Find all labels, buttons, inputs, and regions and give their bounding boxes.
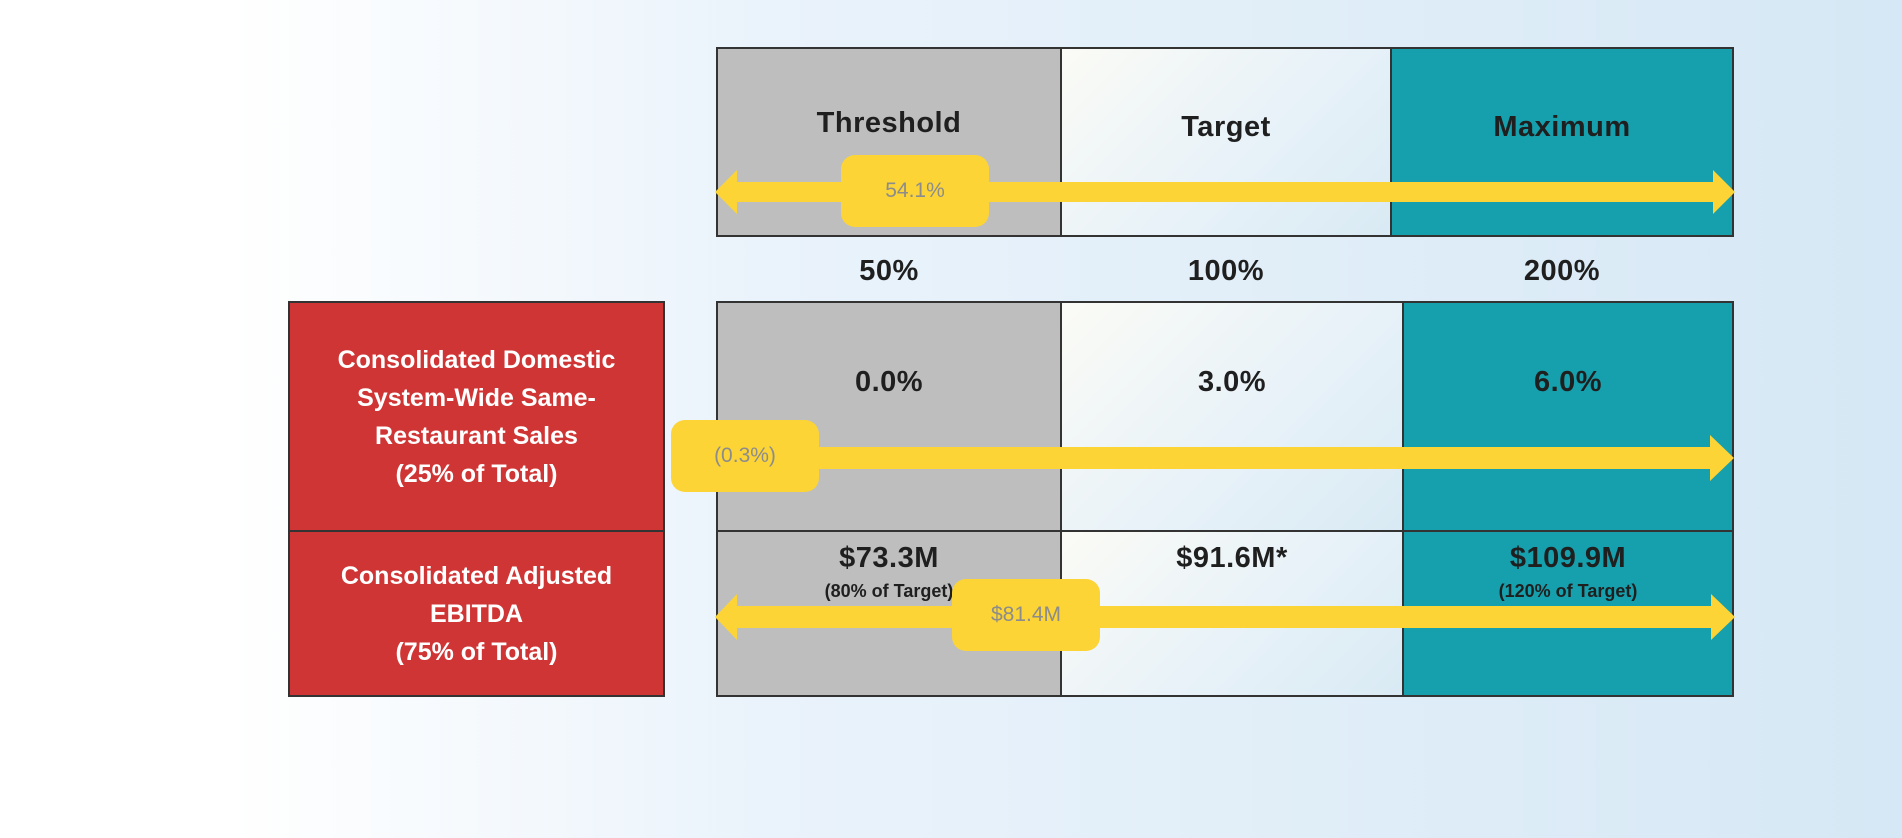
ebitda-threshold-value: $73.3M: [839, 542, 939, 574]
sales-scale-arrow: [720, 435, 1734, 481]
sales-target-value: 3.0%: [1197, 366, 1267, 398]
sales-threshold-value: 0.0%: [854, 366, 924, 398]
ebitda-scale-arrow: [715, 594, 1735, 640]
metric-label-sales: Consolidated Domestic System-Wide Same- …: [288, 301, 665, 532]
threshold-label: Threshold: [816, 107, 962, 139]
sales-maximum-cell: [1402, 301, 1734, 532]
sales-maximum-value: 6.0%: [1533, 366, 1603, 398]
maximum-header-cell: [1390, 47, 1734, 237]
maximum-label: Maximum: [1493, 111, 1631, 143]
metric-label-ebitda: Consolidated Adjusted EBITDA (75% of Tot…: [288, 530, 665, 697]
maximum-payout: 200%: [1523, 255, 1601, 287]
sales-target-cell: [1060, 301, 1404, 532]
ebitda-threshold-note: (80% of Target): [824, 581, 954, 601]
sales-threshold-cell: [716, 301, 1062, 532]
header-scale-arrow: [715, 170, 1735, 214]
header-actual-bubble: 54.1%: [841, 155, 989, 227]
threshold-payout: 50%: [859, 255, 919, 287]
ebitda-target-value: $91.6M*: [1176, 542, 1288, 574]
sales-actual-bubble: (0.3%): [671, 420, 819, 492]
ebitda-actual-bubble: $81.4M: [952, 579, 1100, 651]
target-header-cell: [1060, 47, 1392, 237]
target-label: Target: [1181, 111, 1271, 143]
target-payout: 100%: [1187, 255, 1265, 287]
ebitda-maximum-value: $109.9M: [1509, 542, 1627, 574]
ebitda-maximum-note: (120% of Target): [1498, 581, 1638, 601]
